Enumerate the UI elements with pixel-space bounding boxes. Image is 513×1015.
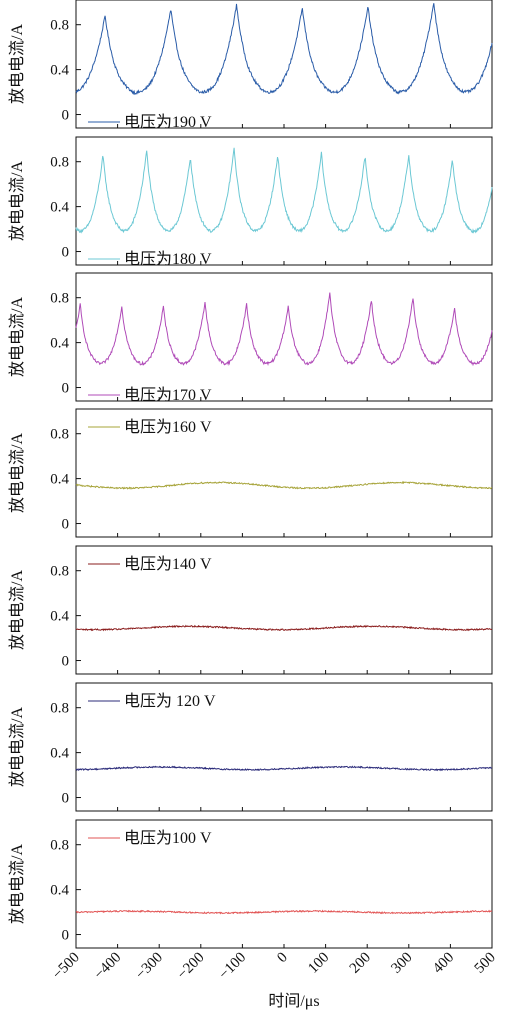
y-tick-label: 0.8 [50,701,69,717]
y-tick-label: 0 [62,245,70,261]
y-axis-label: 放电电流/A [8,844,26,924]
panels-group: 0 0.4 0.8 放电电流/A 电压为190 V 0 0.4 0.8 放电电流/A 电压为180… [8,0,493,949]
series-line [75,480,493,490]
y-tick-label: 0 [62,108,70,124]
x-tick-label: −500 [50,950,83,983]
legend-label: 电压为160 V [124,418,212,436]
y-tick-label: 0 [62,517,70,533]
panel-frame [75,272,493,402]
series-line [75,624,493,632]
x-tick-label: 300 [388,950,415,977]
y-tick-label: 0.4 [50,472,69,488]
x-axis-label: 时间/μs [268,992,319,1010]
series-line [75,292,493,367]
series-line [75,3,493,96]
y-tick-label: 0.4 [50,883,69,899]
y-tick-label: 0.4 [50,609,69,625]
y-tick-label: 0.8 [50,291,69,307]
panel-7: 0 0.4 0.8 放电电流/A 电压为100 V [8,819,493,949]
y-axis-label: 放电电流/A [8,24,26,104]
x-tick-label: −100 [216,950,249,983]
panel-3: 0 0.4 0.8 放电电流/A 电压为170 V [8,272,493,404]
y-axis-label: 放电电流/A [8,707,26,787]
legend-label: 电压为180 V [124,250,212,268]
y-tick-label: 0.4 [50,746,69,762]
panel-frame [75,0,493,129]
x-tick-label: 500 [472,950,499,977]
legend-label: 电压为100 V [124,829,212,847]
panel-5: 0 0.4 0.8 放电电流/A 电压为140 V [8,545,493,675]
y-tick-label: 0.4 [50,200,69,216]
y-tick-label: 0 [62,791,70,807]
x-axis: −500 −400 −300 −200 −100 0 100 200 300 400 500 [50,950,499,983]
x-tick-label: 100 [305,950,332,977]
x-tick-label: 400 [430,950,457,977]
x-tick-label: −400 [91,950,124,983]
legend-label: 电压为170 V [124,386,212,404]
panel-1: 0 0.4 0.8 放电电流/A 电压为190 V [8,0,493,131]
y-tick-label: 0.8 [50,838,69,854]
series-line [75,909,493,915]
y-axis-label: 放电电流/A [8,161,26,241]
y-tick-label: 0.4 [50,63,69,79]
x-tick-label: −300 [133,950,166,983]
y-tick-label: 0.8 [50,155,69,171]
y-tick-label: 0 [62,928,70,944]
legend-label: 电压为140 V [124,555,212,573]
x-tick-label: 0 [274,950,291,967]
x-tick-label: 200 [347,950,374,977]
legend-label: 电压为 120 V [124,692,216,710]
y-tick-label: 0.8 [50,564,69,580]
y-tick-label: 0.8 [50,18,69,34]
y-axis-label: 放电电流/A [8,570,26,650]
x-tick-label: −200 [174,950,207,983]
panel-4: 0 0.4 0.8 放电电流/A 电压为160 V [8,408,493,538]
legend-label: 电压为190 V [124,113,212,131]
y-tick-label: 0 [62,381,70,397]
y-axis-label: 放电电流/A [8,297,26,377]
y-tick-label: 0.8 [50,427,69,443]
series-line [75,147,493,234]
panel-2: 0 0.4 0.8 放电电流/A 电压为180 V [8,136,493,268]
y-axis-label: 放电电流/A [8,433,26,513]
y-tick-label: 0.4 [50,336,69,352]
panel-6: 0 0.4 0.8 放电电流/A 电压为 120 V [8,682,493,812]
series-line [75,765,493,772]
y-tick-label: 0 [62,654,70,670]
